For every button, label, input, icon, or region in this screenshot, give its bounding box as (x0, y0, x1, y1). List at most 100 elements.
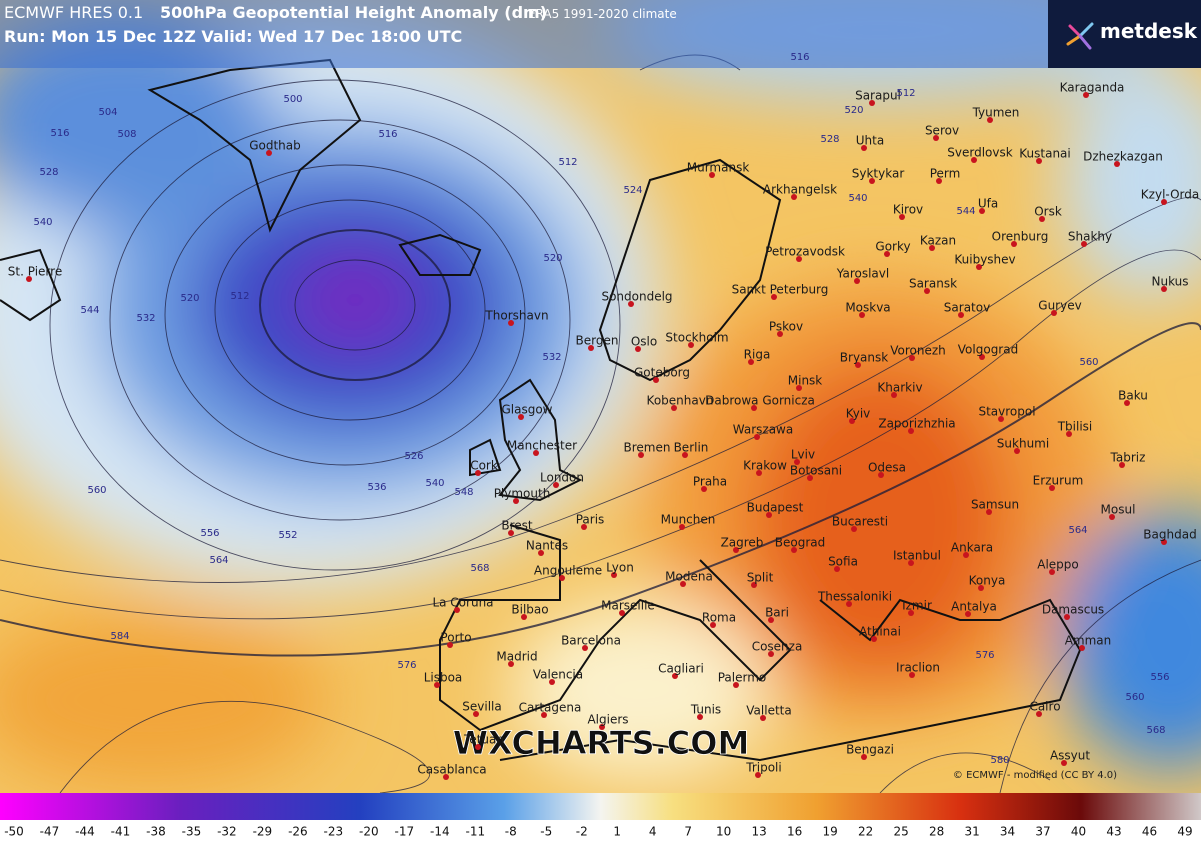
city-dot (533, 450, 539, 456)
city-label: Lviv (791, 448, 815, 462)
contour-label: 512 (896, 88, 915, 99)
city-dot (986, 509, 992, 515)
city-dot (958, 312, 964, 318)
city-dot (434, 682, 440, 688)
city-label: Volgograd (958, 343, 1018, 357)
city-label: Valencia (533, 668, 583, 682)
city-label: Nukus (1151, 275, 1188, 289)
city-dot (851, 526, 857, 532)
city-label: Madrid (496, 650, 537, 664)
city-label: Erzurum (1033, 474, 1084, 488)
colorbar-tick-label: 16 (787, 825, 802, 839)
city-dot (638, 452, 644, 458)
city-label: Tabriz (1110, 451, 1146, 465)
colorbar-tick-label: -11 (465, 825, 485, 839)
city-label: Casablanca (417, 763, 486, 777)
city-dot (1014, 448, 1020, 454)
header-climate: ERA5 1991-2020 climate (528, 7, 677, 21)
city-dot (755, 772, 761, 778)
city-label: Bari (765, 606, 789, 620)
city-dot (807, 475, 813, 481)
colorbar-tick-label: -26 (288, 825, 308, 839)
city-dot (508, 661, 514, 667)
contour-label: 564 (1068, 525, 1087, 536)
city-dot (859, 312, 865, 318)
city-label: Lyon (606, 561, 634, 575)
contour-label: 520 (180, 293, 199, 304)
city-dot (908, 560, 914, 566)
city-dot (871, 636, 877, 642)
city-dot (653, 377, 659, 383)
city-label: Krakow (743, 459, 787, 473)
city-label: Yaroslavl (836, 267, 889, 281)
city-label: Sondondelg (601, 290, 672, 304)
colorbar-tick-label: -35 (182, 825, 202, 839)
city-label: Odesa (868, 461, 906, 475)
contour-label: 576 (975, 650, 994, 661)
contour-label: 526 (404, 451, 423, 462)
city-label: Palermo (718, 671, 767, 685)
city-label: Uhta (856, 134, 884, 148)
city-dot (541, 712, 547, 718)
contour-label: 568 (1146, 725, 1165, 736)
city-label: Bremen (624, 441, 671, 455)
city-label: Riga (744, 348, 771, 362)
city-dot (998, 416, 1004, 422)
city-label: Bryansk (840, 351, 888, 365)
contour-label: 520 (844, 105, 863, 116)
contour-label: 528 (39, 167, 58, 178)
city-dot (508, 530, 514, 536)
city-label: Godthab (249, 139, 301, 153)
city-label: Orenburg (992, 230, 1049, 244)
city-dot (1039, 216, 1045, 222)
city-label: Sarapul (855, 89, 901, 103)
city-label: Damascus (1042, 603, 1104, 617)
contour-label: 540 (33, 217, 52, 228)
header-run: Run: Mon 15 Dec 12Z Valid: Wed 17 Dec 18… (4, 27, 462, 46)
city-dot (709, 172, 715, 178)
city-label: Dzhezkazgan (1083, 150, 1163, 164)
city-dot (680, 581, 686, 587)
city-label: Guryev (1038, 299, 1081, 313)
city-dot (619, 610, 625, 616)
contour-label: 540 (425, 478, 444, 489)
city-dot (884, 251, 890, 257)
city-dot (475, 744, 481, 750)
contour-label: 568 (470, 563, 489, 574)
city-label: Tripoli (745, 761, 781, 775)
city-label: Kyiv (846, 407, 871, 421)
city-label: Valletta (746, 704, 791, 718)
city-dot (628, 301, 634, 307)
city-label: Algiers (587, 713, 628, 727)
header-title: 500hPa Geopotential Height Anomaly (dm) (160, 3, 547, 22)
city-label: Samsun (971, 498, 1019, 512)
city-dot (754, 434, 760, 440)
watermark: WXCHARTS.COM (453, 724, 750, 762)
city-label: Sverdlovsk (947, 146, 1012, 160)
city-label: Botosani (790, 464, 842, 478)
city-label: Izmir (902, 599, 932, 613)
city-label: Paris (576, 513, 605, 527)
city-dot (794, 459, 800, 465)
city-label: Antalya (951, 600, 997, 614)
city-label: Brest (501, 519, 533, 533)
city-dot (473, 711, 479, 717)
city-dot (672, 673, 678, 679)
colorbar-tick-label: -8 (505, 825, 517, 839)
colorbar-tick-label: 37 (1035, 825, 1050, 839)
city-dot (582, 645, 588, 651)
city-label: Oslo (631, 335, 657, 349)
city-label: Cork (470, 459, 498, 473)
city-label: Glasgow (501, 403, 552, 417)
city-label: Zagreb (721, 536, 764, 550)
city-dot (768, 617, 774, 623)
city-label: Saratov (944, 301, 990, 315)
city-dot (443, 774, 449, 780)
city-label: Stavropol (978, 405, 1035, 419)
city-label: Tetuan (463, 733, 504, 747)
colorbar-tick-label: -32 (217, 825, 237, 839)
city-label: Voronezh (890, 344, 946, 358)
contour-label: 556 (200, 528, 219, 539)
city-dot (588, 345, 594, 351)
city-label: Serov (925, 124, 959, 138)
